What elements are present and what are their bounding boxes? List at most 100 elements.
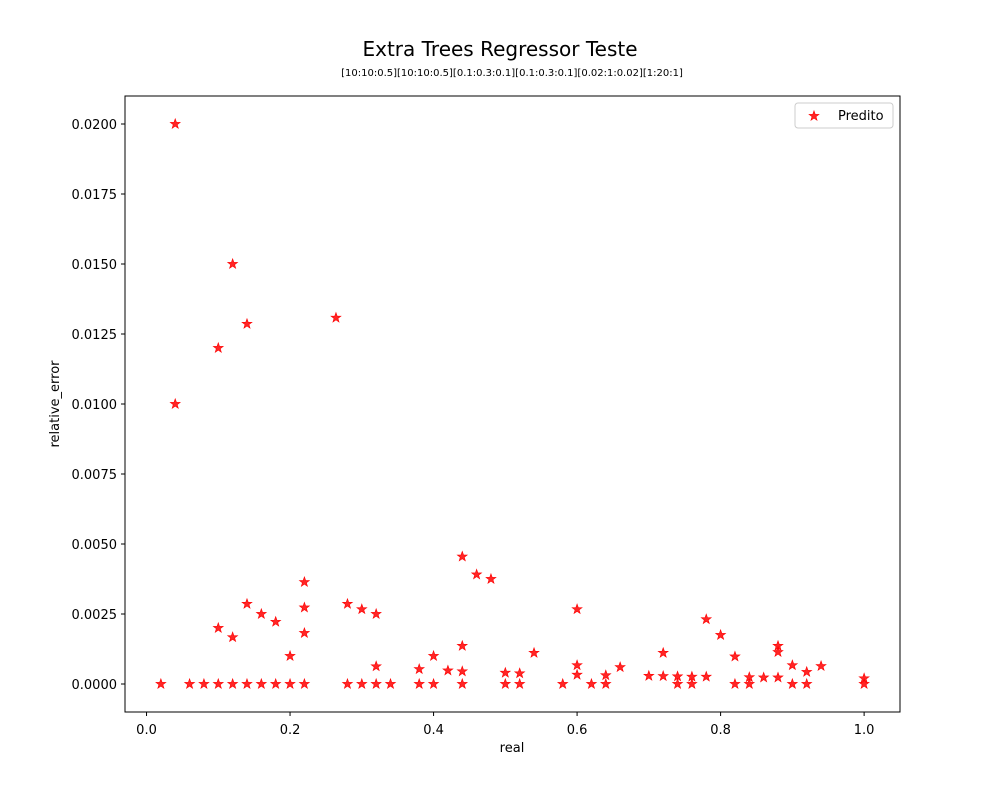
data-point xyxy=(786,677,799,689)
data-point xyxy=(800,665,813,677)
data-point xyxy=(269,677,282,689)
data-point xyxy=(212,621,225,633)
points-layer xyxy=(155,117,870,689)
legend: Predito xyxy=(794,102,894,129)
data-point xyxy=(786,659,799,671)
data-point xyxy=(571,668,583,680)
plot-frame xyxy=(124,95,901,713)
data-point xyxy=(528,646,540,658)
data-point xyxy=(599,677,612,689)
data-point xyxy=(241,317,253,329)
data-point xyxy=(241,597,253,609)
data-point xyxy=(456,665,469,677)
data-point xyxy=(657,646,669,658)
data-point xyxy=(341,677,354,689)
data-point xyxy=(585,677,598,689)
x-tick-label: 1.0 xyxy=(854,723,875,738)
data-point xyxy=(298,626,311,638)
data-point xyxy=(169,397,182,409)
data-point xyxy=(571,659,583,671)
y-axis: 0.0000 0.0025 0.0050 0.0075 0.0100 0.0125 0.01… xyxy=(72,118,125,693)
data-point xyxy=(772,645,784,658)
chart-subtitle: [10:10:0.5][10:10:0.5][0.1:0.3:0.1][0.1:… xyxy=(341,68,683,79)
data-point xyxy=(499,666,512,678)
data-point xyxy=(599,669,612,681)
data-point xyxy=(413,663,426,675)
data-point xyxy=(155,677,167,689)
data-point xyxy=(614,661,626,673)
data-point xyxy=(370,660,382,672)
data-point xyxy=(729,677,741,689)
data-point xyxy=(513,677,526,689)
y-tick-label: 0.0025 xyxy=(72,608,118,623)
data-point xyxy=(298,677,311,689)
y-tick-label: 0.0150 xyxy=(72,258,118,273)
legend-box xyxy=(794,102,894,129)
data-point xyxy=(700,613,713,625)
data-point xyxy=(384,677,397,689)
data-point xyxy=(255,677,268,689)
x-tick-label: 0.0 xyxy=(136,723,157,738)
data-point xyxy=(513,667,526,679)
data-point xyxy=(714,628,727,640)
data-point xyxy=(169,117,182,129)
data-point xyxy=(226,677,239,689)
data-point xyxy=(456,550,469,562)
x-axis: 0.0 0.2 0.4 0.6 0.8 1.0 xyxy=(136,712,874,738)
data-point xyxy=(743,677,756,689)
data-point xyxy=(556,677,569,689)
data-point xyxy=(772,671,784,683)
data-point xyxy=(255,607,268,619)
legend-star-marker xyxy=(808,109,820,121)
data-point xyxy=(442,664,454,676)
data-point xyxy=(427,649,440,661)
data-point xyxy=(284,649,296,661)
y-tick-label: 0.0200 xyxy=(72,118,118,133)
data-point xyxy=(671,677,684,689)
data-point xyxy=(284,677,296,689)
y-tick-label: 0.0175 xyxy=(72,188,118,203)
data-point xyxy=(757,671,770,683)
data-point xyxy=(427,677,440,689)
x-axis-label: real xyxy=(500,741,525,756)
data-point xyxy=(815,659,827,672)
y-tick-label: 0.0075 xyxy=(72,468,118,483)
legend-label-predito: Predito xyxy=(838,109,884,124)
x-tick-label: 0.2 xyxy=(280,723,301,738)
data-point xyxy=(729,650,741,662)
data-point xyxy=(330,311,342,323)
data-point xyxy=(212,341,225,353)
y-tick-label: 0.0125 xyxy=(72,328,118,343)
y-tick-label: 0.0000 xyxy=(72,678,118,693)
data-point xyxy=(686,677,698,689)
x-tick-label: 0.8 xyxy=(710,723,731,738)
data-point xyxy=(226,631,239,643)
data-point xyxy=(198,677,210,689)
data-point xyxy=(858,677,870,689)
data-point xyxy=(657,670,669,682)
data-point xyxy=(370,607,382,619)
y-tick-label: 0.0100 xyxy=(72,398,118,413)
data-point xyxy=(470,568,483,580)
x-tick-label: 0.6 xyxy=(567,723,588,738)
data-point xyxy=(341,597,354,609)
data-point xyxy=(700,670,713,682)
data-point xyxy=(226,257,239,269)
data-point xyxy=(370,677,382,689)
data-point xyxy=(499,677,512,689)
data-point xyxy=(298,575,311,588)
data-point xyxy=(571,603,583,615)
data-point xyxy=(298,601,311,613)
data-point xyxy=(485,572,497,584)
data-point xyxy=(800,677,813,689)
y-axis-label: relative_error xyxy=(48,360,63,448)
y-tick-label: 0.0050 xyxy=(72,538,118,553)
chart-title: Extra Trees Regressor Teste xyxy=(362,37,637,61)
data-point xyxy=(212,677,225,689)
data-point xyxy=(456,677,469,689)
data-point xyxy=(241,677,253,689)
x-tick-label: 0.4 xyxy=(423,723,444,738)
data-point xyxy=(356,677,368,689)
